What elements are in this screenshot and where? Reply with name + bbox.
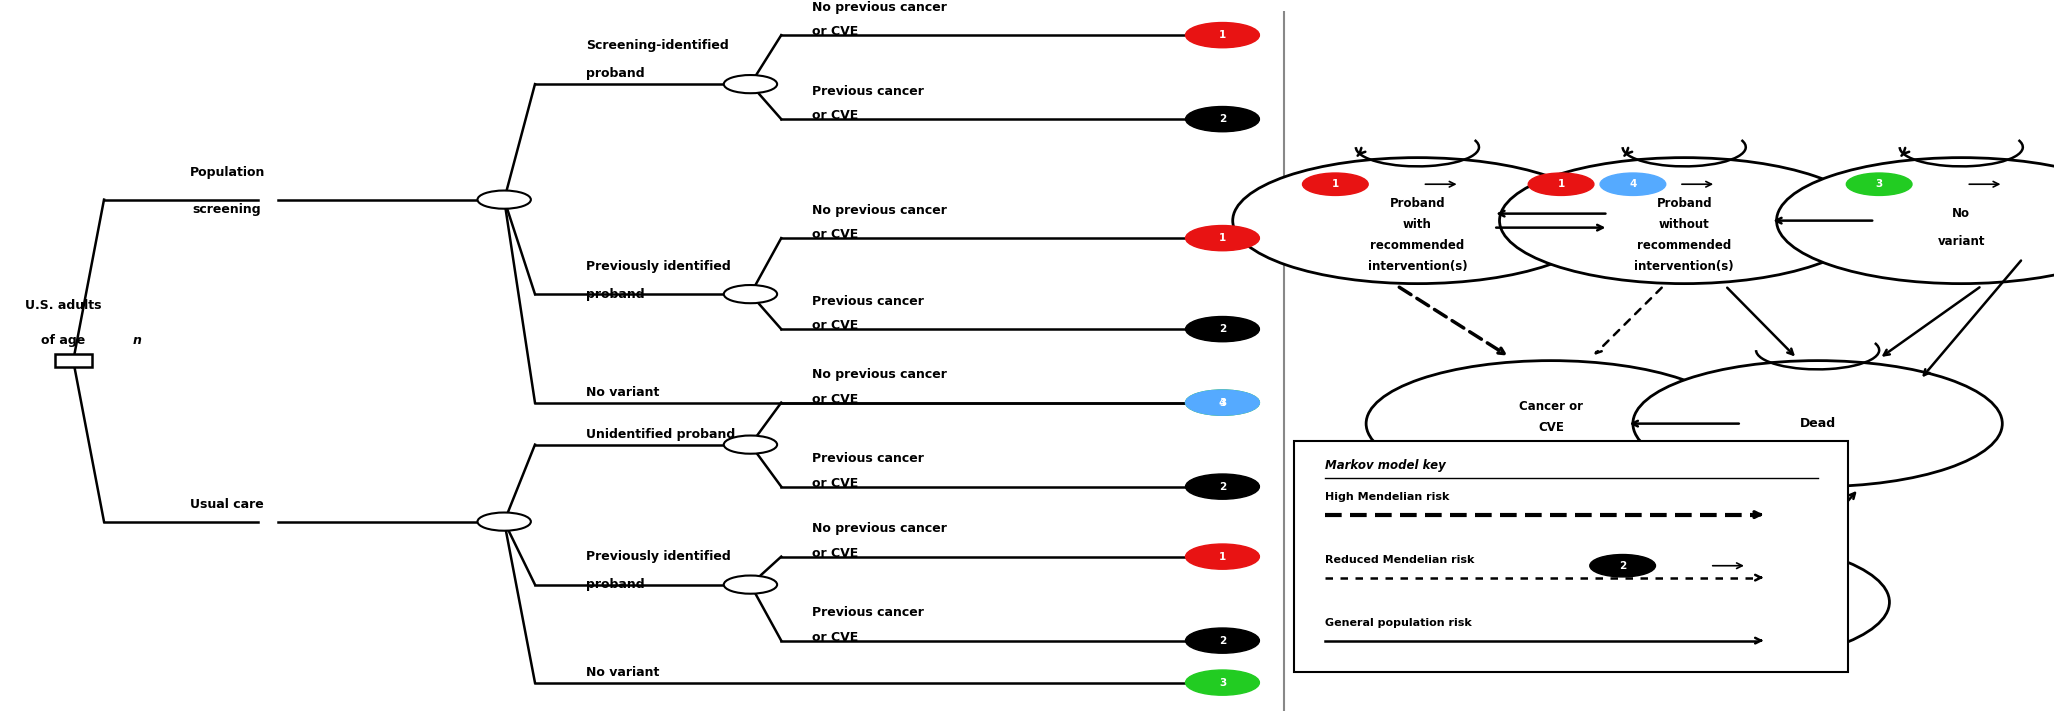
Text: High Mendelian risk: High Mendelian risk (1325, 492, 1449, 502)
Circle shape (1186, 390, 1260, 415)
Circle shape (1186, 317, 1260, 342)
Circle shape (1186, 107, 1260, 132)
Text: 3: 3 (1219, 678, 1227, 688)
Circle shape (1186, 390, 1260, 415)
Text: 2: 2 (1219, 636, 1227, 646)
Text: Screening-identified: Screening-identified (586, 39, 730, 52)
Text: Proband: Proband (1656, 197, 1712, 209)
Circle shape (723, 575, 777, 594)
Text: or CVE: or CVE (812, 109, 859, 122)
Circle shape (1186, 474, 1260, 499)
Text: or CVE: or CVE (812, 392, 859, 406)
Text: without: without (1658, 218, 1710, 231)
Circle shape (1186, 628, 1260, 653)
Circle shape (1845, 173, 1911, 195)
Circle shape (1521, 539, 1889, 665)
Text: 1: 1 (1558, 179, 1564, 189)
Text: Population: Population (189, 166, 265, 179)
Circle shape (1186, 226, 1260, 251)
Circle shape (1778, 157, 2055, 283)
Text: of age: of age (41, 334, 84, 347)
Text: proband: proband (586, 578, 645, 591)
Text: Previous cancer: Previous cancer (812, 85, 925, 98)
Text: recommended: recommended (1371, 239, 1465, 251)
Circle shape (723, 285, 777, 303)
Text: Previous cancer: Previous cancer (812, 606, 925, 619)
Text: Previously identified: Previously identified (586, 550, 732, 563)
Text: 1: 1 (1219, 552, 1227, 562)
Text: 2: 2 (1219, 481, 1227, 491)
Text: Cancer or: Cancer or (1519, 399, 1582, 413)
Circle shape (723, 75, 777, 93)
Text: Previous cancer: Previous cancer (812, 452, 925, 465)
Text: variant: variant (1938, 235, 1985, 248)
Text: 2: 2 (1219, 324, 1227, 334)
Text: intervention(s): intervention(s) (1369, 260, 1467, 273)
Circle shape (1233, 157, 1603, 283)
Text: 1: 1 (1219, 30, 1227, 40)
Circle shape (723, 436, 777, 454)
Text: 4: 4 (1219, 397, 1227, 407)
Text: intervention(s): intervention(s) (1634, 260, 1734, 273)
Circle shape (1529, 173, 1595, 195)
Circle shape (477, 191, 530, 209)
Text: 2: 2 (1219, 114, 1227, 124)
Text: 1: 1 (1219, 233, 1227, 243)
Circle shape (1186, 544, 1260, 569)
Text: Post-event: Post-event (1667, 589, 1743, 602)
Text: recommended: recommended (1638, 239, 1730, 251)
Text: or CVE: or CVE (812, 631, 859, 644)
Circle shape (1186, 23, 1260, 48)
Text: Previous cancer: Previous cancer (812, 295, 925, 308)
Text: Usual care: Usual care (191, 498, 263, 511)
Text: No: No (1952, 207, 1971, 220)
FancyBboxPatch shape (1295, 441, 1847, 672)
Text: 1: 1 (1332, 179, 1340, 189)
Text: Markov model key: Markov model key (1325, 459, 1447, 472)
Text: No previous cancer: No previous cancer (812, 1, 947, 14)
Text: 3: 3 (1876, 179, 1882, 189)
Text: or CVE: or CVE (812, 25, 859, 38)
Circle shape (1186, 670, 1260, 695)
Text: Proband: Proband (1389, 197, 1445, 209)
Text: U.S. adults: U.S. adults (25, 298, 101, 312)
Circle shape (1500, 157, 1868, 283)
Text: or CVE: or CVE (812, 547, 859, 560)
Text: screening: screening (193, 203, 261, 216)
Text: n: n (132, 334, 142, 347)
Text: or CVE: or CVE (812, 476, 859, 490)
Text: Previously identified: Previously identified (586, 260, 732, 273)
Text: 4: 4 (1630, 179, 1636, 189)
Text: CVE: CVE (1537, 421, 1564, 434)
Circle shape (477, 513, 530, 530)
Text: (1 y): (1 y) (1535, 441, 1566, 455)
Text: No variant: No variant (586, 666, 660, 679)
Text: No previous cancer: No previous cancer (812, 204, 947, 216)
Text: proband: proband (586, 288, 645, 300)
FancyBboxPatch shape (55, 355, 92, 367)
Text: Dead: Dead (1800, 417, 1835, 430)
Text: 3: 3 (1219, 397, 1227, 407)
Text: with: with (1404, 218, 1432, 231)
Circle shape (1367, 360, 1736, 486)
Text: No variant: No variant (586, 386, 660, 399)
Text: or CVE: or CVE (812, 319, 859, 332)
Text: No previous cancer: No previous cancer (812, 368, 947, 381)
Circle shape (1303, 173, 1369, 195)
Text: proband: proband (586, 67, 645, 80)
Text: No previous cancer: No previous cancer (812, 522, 947, 535)
Text: 2: 2 (1619, 561, 1626, 571)
Text: or CVE: or CVE (812, 228, 859, 241)
Circle shape (1601, 173, 1667, 195)
Text: Unidentified proband: Unidentified proband (586, 428, 736, 441)
Circle shape (1591, 555, 1656, 577)
Text: Reduced Mendelian risk: Reduced Mendelian risk (1325, 555, 1473, 565)
Text: General population risk: General population risk (1325, 618, 1471, 628)
Circle shape (1634, 360, 2002, 486)
